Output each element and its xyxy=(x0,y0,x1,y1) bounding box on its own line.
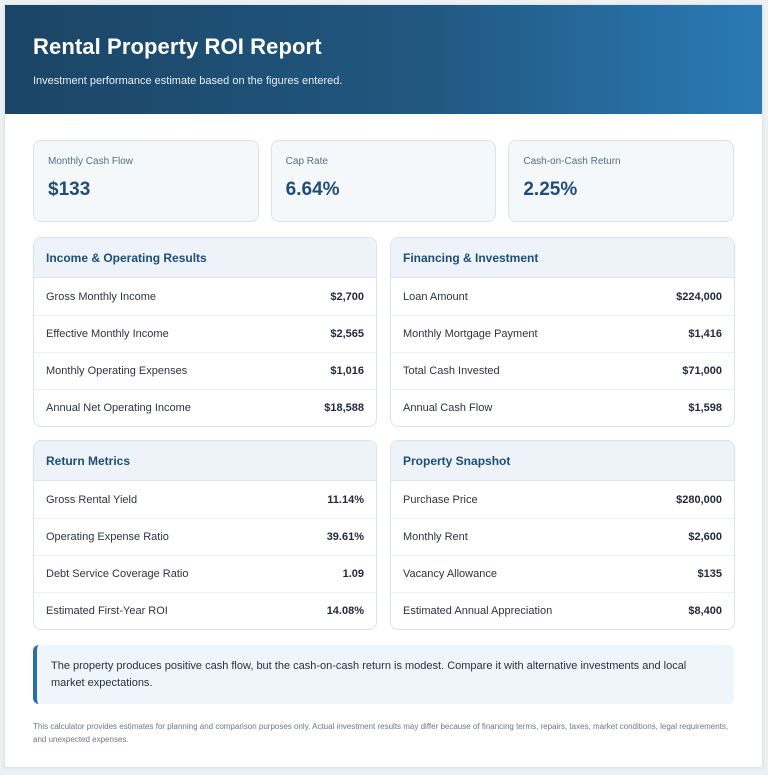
row-value: $2,700 xyxy=(330,290,364,303)
metric-label: Monthly Cash Flow xyxy=(48,156,134,167)
page-subtitle: Investment performance estimate based on… xyxy=(33,75,343,87)
row-value: $224,000 xyxy=(676,290,722,303)
row-value: $1,598 xyxy=(688,402,722,414)
metric-monthly-cash-flow: Monthly Cash Flow $133 xyxy=(33,140,259,222)
row-value: $18,588 xyxy=(324,402,364,414)
panel-financing: Financing & Investment Loan Amount $224,0… xyxy=(390,237,735,427)
panel-title: Income & Operating Results xyxy=(34,238,376,278)
report-card: Rental Property ROI Report Investment pe… xyxy=(4,4,763,768)
summary-metrics: Monthly Cash Flow $133 Cap Rate 6.64% Ca… xyxy=(33,140,735,222)
table-row: Debt Service Coverage Ratio 1.09 xyxy=(34,555,376,592)
row-label: Effective Monthly Income xyxy=(46,328,169,340)
table-row: Total Cash Invested $71,000 xyxy=(391,352,734,389)
summary-note: The property produces positive cash flow… xyxy=(33,645,734,704)
table-row: Annual Net Operating Income $18,588 xyxy=(34,389,376,426)
row-value: $280,000 xyxy=(676,493,722,506)
row-label: Annual Cash Flow xyxy=(403,402,493,414)
metric-value: 6.64% xyxy=(285,179,340,200)
row-label: Monthly Mortgage Payment xyxy=(403,328,538,340)
table-row: Gross Monthly Income $2,700 xyxy=(34,278,376,315)
disclaimer: This calculator provides estimates for p… xyxy=(33,722,729,744)
row-label: Loan Amount xyxy=(403,290,468,303)
row-label: Vacancy Allowance xyxy=(403,568,497,580)
table-row: Monthly Rent $2,600 xyxy=(391,518,734,555)
panel-income: Income & Operating Results Gross Monthly… xyxy=(33,237,377,427)
row-label: Monthly Operating Expenses xyxy=(46,365,188,377)
table-row: Estimated First-Year ROI 14.08% xyxy=(34,592,376,629)
row-label: Total Cash Invested xyxy=(403,365,500,377)
table-row: Gross Rental Yield 11.14% xyxy=(34,481,376,518)
table-row: Estimated Annual Appreciation $8,400 xyxy=(391,592,734,629)
table-row: Monthly Operating Expenses $1,016 xyxy=(34,352,376,389)
panel-return-metrics: Return Metrics Gross Rental Yield 11.14% … xyxy=(33,440,377,630)
table-row: Operating Expense Ratio 39.61% xyxy=(34,518,376,555)
report-body: Monthly Cash Flow $133 Cap Rate 6.64% Ca… xyxy=(5,114,762,746)
table-row: Effective Monthly Income $2,565 xyxy=(34,315,376,352)
row-value: $1,016 xyxy=(330,365,364,377)
row-label: Annual Net Operating Income xyxy=(46,402,191,414)
panel-title: Property Snapshot xyxy=(391,441,734,481)
row-value: 11.14% xyxy=(327,493,364,506)
panel-title: Return Metrics xyxy=(34,441,376,481)
metric-cap-rate: Cap Rate 6.64% xyxy=(270,140,497,222)
row-value: $2,565 xyxy=(330,328,364,340)
row-value: $8,400 xyxy=(688,605,722,617)
metric-label: Cap Rate xyxy=(285,156,328,167)
table-row: Vacancy Allowance $135 xyxy=(391,555,734,592)
row-value: $2,600 xyxy=(688,531,722,543)
panel-rows: Purchase Price $280,000 Monthly Rent $2,60… xyxy=(391,481,734,629)
row-value: 1.09 xyxy=(342,568,364,580)
metric-value: 2.25% xyxy=(523,179,578,200)
row-label: Operating Expense Ratio xyxy=(46,531,169,543)
row-label: Gross Monthly Income xyxy=(46,290,157,303)
row-value: 39.61% xyxy=(326,531,364,543)
row-label: Estimated Annual Appreciation xyxy=(403,605,553,617)
panel-rows: Gross Rental Yield 11.14% Operating Expen… xyxy=(34,481,376,629)
metric-value: $133 xyxy=(48,179,91,200)
row-label: Gross Rental Yield xyxy=(46,493,138,506)
row-label: Purchase Price xyxy=(403,493,478,506)
row-value: $71,000 xyxy=(682,365,722,377)
row-value: $135 xyxy=(697,568,722,580)
table-row: Annual Cash Flow $1,598 xyxy=(391,389,734,426)
metric-cash-on-cash-return: Cash-on-Cash Return 2.25% xyxy=(508,140,735,222)
row-label: Estimated First-Year ROI xyxy=(46,605,168,617)
detail-panels: Income & Operating Results Gross Monthly… xyxy=(33,237,735,630)
panel-rows: Gross Monthly Income $2,700 Effective Mon… xyxy=(34,278,376,426)
panel-rows: Loan Amount $224,000 Monthly Mortgage Pay… xyxy=(391,278,734,426)
row-value: 14.08% xyxy=(326,605,364,617)
table-row: Monthly Mortgage Payment $1,416 xyxy=(391,315,734,352)
panel-property-snapshot: Property Snapshot Purchase Price $280,000… xyxy=(390,440,735,630)
row-value: $1,416 xyxy=(688,328,722,340)
table-row: Loan Amount $224,000 xyxy=(391,278,734,315)
row-label: Monthly Rent xyxy=(403,531,468,543)
panel-title: Financing & Investment xyxy=(391,238,734,278)
report-header: Rental Property ROI Report Investment pe… xyxy=(5,5,762,114)
row-label: Debt Service Coverage Ratio xyxy=(46,568,189,580)
page-title: Rental Property ROI Report xyxy=(33,34,322,59)
metric-label: Cash-on-Cash Return xyxy=(523,156,621,167)
table-row: Purchase Price $280,000 xyxy=(391,481,734,518)
